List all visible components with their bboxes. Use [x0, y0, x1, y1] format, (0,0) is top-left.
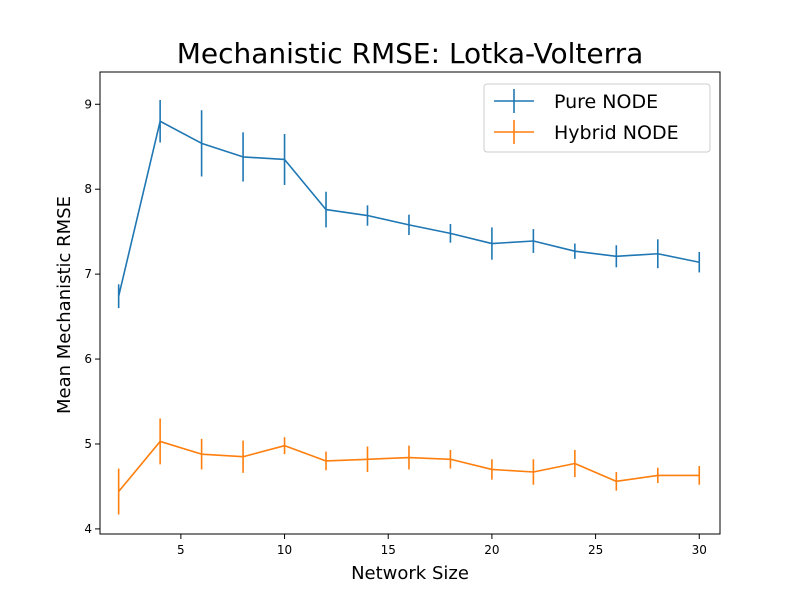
legend-box	[483, 83, 711, 153]
legend-label-hybrid-node: Hybrid NODE	[554, 122, 679, 144]
y-tick-label: 9	[84, 97, 92, 111]
x-tick-label: 5	[177, 543, 185, 557]
x-tick-label: 15	[381, 543, 396, 557]
x-tick-label: 25	[588, 543, 603, 557]
chart-title: Mechanistic RMSE: Lotka-Volterra	[177, 37, 644, 70]
axes-frame	[99, 71, 721, 535]
y-tick-label: 4	[84, 522, 92, 536]
series-pure-node	[117, 100, 701, 309]
y-tick-label: 7	[84, 267, 92, 281]
legend: Pure NODE Hybrid NODE	[483, 83, 711, 153]
x-tick-label: 30	[692, 543, 707, 557]
y-axis-label: Mean Mechanistic RMSE	[54, 196, 75, 414]
x-axis-label: Network Size	[351, 563, 469, 584]
y-tick-label: 6	[84, 352, 92, 366]
plot-area: 5 10 15 20 25 30 4 5 6 7 8 9	[84, 71, 721, 557]
y-tick-label: 8	[84, 182, 92, 196]
x-tick-label: 20	[484, 543, 499, 557]
series-hybrid-node	[117, 418, 701, 515]
y-tick-label: 5	[84, 437, 92, 451]
x-tick-label: 10	[277, 543, 292, 557]
legend-label-pure-node: Pure NODE	[554, 91, 658, 113]
